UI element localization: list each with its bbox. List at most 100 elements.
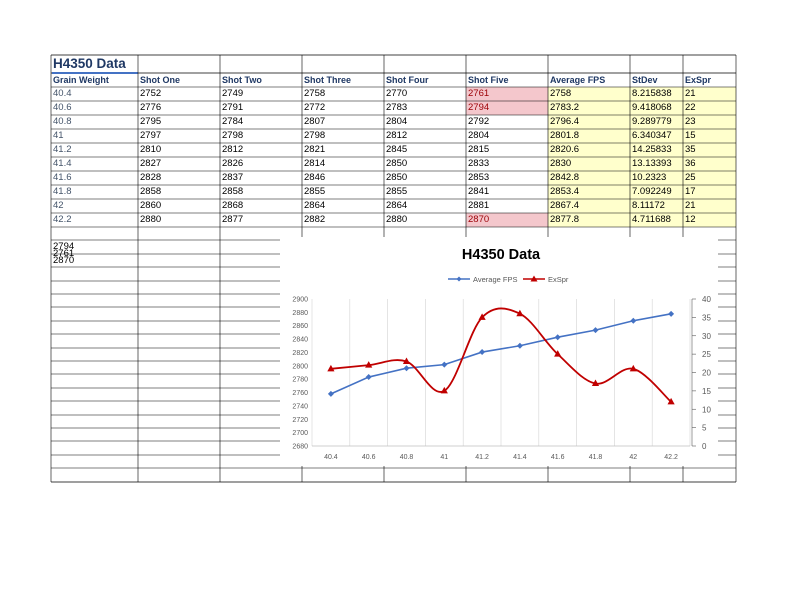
data-cell[interactable]: 21 [685,88,696,99]
data-cell[interactable]: 2794 [468,102,490,113]
extra-value-cell[interactable]: 2794 [53,241,75,252]
data-cell[interactable]: 2881 [468,200,490,211]
grain-weight-cell[interactable]: 42 [53,200,64,211]
data-cell[interactable]: 2827 [140,158,162,169]
data-cell[interactable]: 2784 [222,116,244,127]
data-cell[interactable]: 2798 [304,130,326,141]
data-cell[interactable]: 22 [685,102,696,113]
data-cell[interactable]: 9.289779 [632,116,672,127]
grain-weight-cell[interactable]: 40.6 [53,102,72,113]
data-cell[interactable]: 2812 [386,130,408,141]
data-cell[interactable]: 7.092249 [632,186,672,197]
data-cell[interactable]: 2855 [304,186,326,197]
data-cell[interactable]: 2752 [140,88,162,99]
header-cell[interactable]: Shot Two [222,75,262,85]
grain-weight-cell[interactable]: 41.6 [53,172,72,183]
data-cell[interactable]: 2841 [468,186,490,197]
data-cell[interactable]: 2845 [386,144,408,155]
data-cell[interactable]: 21 [685,200,696,211]
header-cell[interactable]: Shot Four [386,75,429,85]
data-cell[interactable]: 25 [685,172,696,183]
data-cell[interactable]: 15 [685,130,696,141]
data-cell[interactable]: 2815 [468,144,490,155]
data-cell[interactable]: 2798 [222,130,244,141]
data-cell[interactable]: 2837 [222,172,244,183]
data-cell[interactable]: 2810 [140,144,162,155]
data-cell[interactable]: 2792 [468,116,490,127]
header-cell[interactable]: Shot One [140,75,180,85]
data-cell[interactable]: 35 [685,144,696,155]
data-cell[interactable]: 2804 [468,130,490,141]
data-cell[interactable]: 2864 [386,200,408,211]
header-cell[interactable]: ExSpr [685,75,712,85]
h4350-chart[interactable]: H4350 Data Average FPS ExSpr 2900 2880 2860 28… [280,237,718,466]
data-cell[interactable]: 2821 [304,144,326,155]
grain-weight-cell[interactable]: 41.4 [53,158,72,169]
data-cell[interactable]: 2867.4 [550,200,580,211]
data-cell[interactable]: 2772 [304,102,326,113]
data-cell[interactable]: 12 [685,214,696,225]
data-cell[interactable]: 2850 [386,158,408,169]
data-cell[interactable]: 2749 [222,88,244,99]
data-cell[interactable]: 2880 [140,214,162,225]
data-cell[interactable]: 2770 [386,88,408,99]
data-cell[interactable]: 2853.4 [550,186,580,197]
sheet-title[interactable]: H4350 Data [53,56,126,71]
header-cell[interactable]: Shot Three [304,75,352,85]
data-cell[interactable]: 2758 [550,88,572,99]
data-cell[interactable]: 17 [685,186,696,197]
header-cell[interactable]: Shot Five [468,75,509,85]
data-cell[interactable]: 2828 [140,172,162,183]
data-cell[interactable]: 2846 [304,172,326,183]
grain-weight-cell[interactable]: 42.2 [53,214,72,225]
data-cell[interactable]: 36 [685,158,696,169]
data-cell[interactable]: 10.2323 [632,172,667,183]
header-cell[interactable]: StDev [632,75,658,85]
data-cell[interactable]: 9.418068 [632,102,672,113]
data-cell[interactable]: 2807 [304,116,326,127]
grain-weight-cell[interactable]: 40.8 [53,116,72,127]
grain-weight-cell[interactable]: 41 [53,130,64,141]
data-cell[interactable]: 8.11172 [632,200,665,211]
header-cell[interactable]: Average FPS [550,75,606,85]
data-cell[interactable]: 2853 [468,172,490,183]
data-cell[interactable]: 2783 [386,102,408,113]
data-cell[interactable]: 2870 [468,214,490,225]
data-cell[interactable]: 2797 [140,130,162,141]
grain-weight-cell[interactable]: 41.2 [53,144,72,155]
data-cell[interactable]: 2877 [222,214,244,225]
data-cell[interactable]: 2776 [140,102,162,113]
data-cell[interactable]: 2868 [222,200,244,211]
data-cell[interactable]: 6.340347 [632,130,672,141]
data-cell[interactable]: 2804 [386,116,408,127]
data-cell[interactable]: 2855 [386,186,408,197]
data-cell[interactable]: 2814 [304,158,326,169]
data-cell[interactable]: 14.25833 [632,144,672,155]
grain-weight-cell[interactable]: 40.4 [53,88,72,99]
extra-value-cell[interactable]: 2761 [53,248,75,259]
data-cell[interactable]: 2830 [550,158,572,169]
data-cell[interactable]: 2860 [140,200,162,211]
data-cell[interactable]: 2795 [140,116,162,127]
data-cell[interactable]: 2850 [386,172,408,183]
data-cell[interactable]: 8.215838 [632,88,672,99]
data-cell[interactable]: 2880 [386,214,408,225]
data-cell[interactable]: 13.13393 [632,158,672,169]
data-cell[interactable]: 23 [685,116,696,127]
extra-value-cell[interactable]: 2870 [53,255,75,266]
data-cell[interactable]: 2820.6 [550,144,580,155]
data-cell[interactable]: 2791 [222,102,244,113]
data-cell[interactable]: 2864 [304,200,326,211]
data-cell[interactable]: 2796.4 [550,116,580,127]
data-cell[interactable]: 2783.2 [550,102,580,113]
data-cell[interactable]: 2882 [304,214,326,225]
data-cell[interactable]: 2812 [222,144,244,155]
data-cell[interactable]: 2761 [468,88,490,99]
data-cell[interactable]: 2758 [304,88,326,99]
data-cell[interactable]: 2842.8 [550,172,580,183]
data-cell[interactable]: 2877.8 [550,214,580,225]
data-cell[interactable]: 2826 [222,158,244,169]
data-cell[interactable]: 2801.8 [550,130,580,141]
data-cell[interactable]: 4.711688 [632,214,671,225]
grain-weight-cell[interactable]: 41.8 [53,186,72,197]
